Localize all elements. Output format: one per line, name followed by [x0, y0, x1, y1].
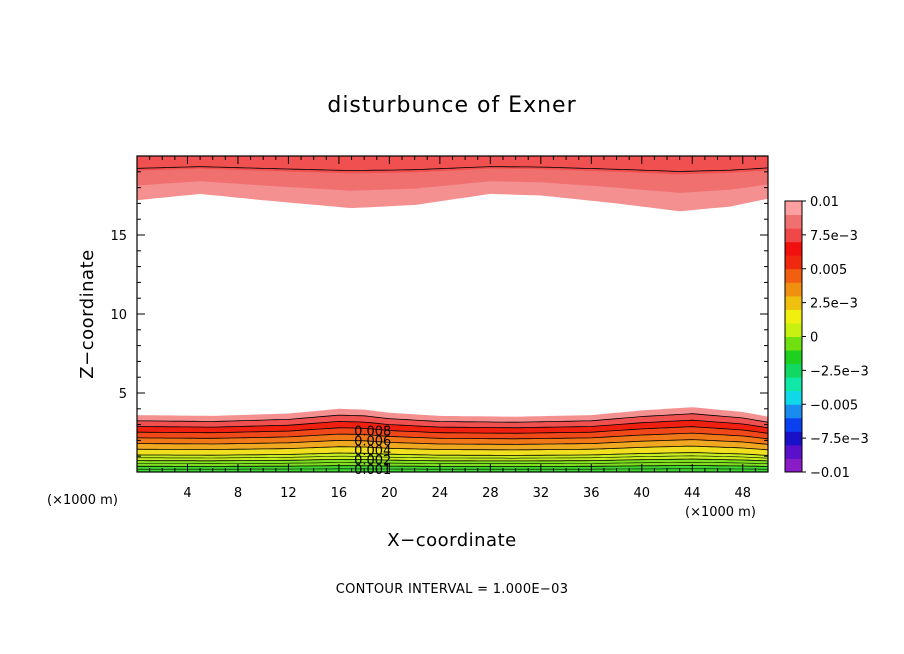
- colorbar-swatch: [785, 390, 802, 405]
- colorbar-swatch: [785, 377, 802, 392]
- bottom-contour-line-4: [137, 439, 769, 445]
- colorbar-swatch: [785, 404, 802, 419]
- y-tick-label: 15: [110, 229, 127, 244]
- colorbar-tick-label: −2.5e−3: [810, 364, 869, 379]
- top-band-fill-2: [137, 156, 768, 175]
- top-contour-line: [136, 166, 769, 172]
- contour-label: 0.004: [354, 444, 391, 459]
- colorbar-swatch: [785, 255, 802, 270]
- y-axis-label: Z−coordinate: [77, 249, 98, 378]
- x-tick-label: 32: [533, 486, 550, 501]
- colorbar-swatch: [785, 444, 802, 459]
- y-tick-label: 10: [110, 308, 127, 323]
- x-axis-ticks: 4 8 12 16 20 24 28 32 36 40 44 48: [136, 156, 769, 501]
- colorbar-swatch: [785, 322, 802, 337]
- colorbar-tick-label: 0.005: [810, 263, 847, 278]
- x-tick-label: 44: [684, 486, 701, 501]
- colorbar-swatch: [785, 336, 802, 351]
- colorbar-swatch: [785, 309, 802, 324]
- colorbar-swatch: [785, 431, 802, 446]
- colorbar-tick-label: −0.005: [810, 398, 858, 413]
- y-axis-ticks: 5 10 15: [110, 155, 768, 473]
- x-axis-label: X−coordinate: [387, 530, 516, 551]
- x-tick-label: 24: [432, 486, 449, 501]
- chart-title: disturbunce of Exner: [327, 93, 576, 118]
- x-tick-label: 8: [234, 486, 242, 501]
- colorbar: 0.01 7.5e−3 0.005 2.5e−3 0 −2.5e−3 −0.005 −7.5e…: [784, 195, 869, 481]
- x-tick-label: 48: [734, 486, 751, 501]
- contour-label: 0.001: [354, 463, 391, 478]
- bottom-contour-line-0: [137, 465, 769, 467]
- contour-interval-note: CONTOUR INTERVAL = 1.000E−03: [336, 582, 569, 597]
- colorbar-swatch: [785, 228, 802, 243]
- x-tick-label: 12: [280, 486, 297, 501]
- colorbar-swatch: [785, 241, 802, 256]
- bottom-contour-line-6: [137, 426, 769, 434]
- x-unit-left: (×1000 m): [47, 493, 118, 508]
- colorbar-swatch: [785, 350, 802, 365]
- bottom-contour-line-7: [137, 419, 769, 429]
- bottom-contour-subline-2: [137, 455, 769, 459]
- colorbar-tick-label: 7.5e−3: [810, 229, 858, 244]
- bottom-contour-line-2: [136, 452, 769, 456]
- contour-label: 0.006: [354, 435, 391, 450]
- x-tick-label: 16: [331, 486, 348, 501]
- bottom-contour-line-1: [137, 458, 769, 462]
- x-tick-label: 28: [482, 486, 499, 501]
- x-tick-label: 20: [381, 486, 398, 501]
- contour-lines: [136, 166, 769, 470]
- x-tick-label: 36: [583, 486, 600, 501]
- top-band-fills: [137, 156, 768, 212]
- x-unit-right: (×1000 m): [685, 505, 756, 520]
- x-tick-label: 40: [634, 486, 651, 501]
- y-tick-label: 5: [119, 387, 127, 402]
- colorbar-swatch: [785, 214, 802, 229]
- colorbar-tick-label: 2.5e−3: [810, 297, 858, 312]
- bottom-contour-line-8: [136, 413, 769, 423]
- colorbar-swatch: [785, 201, 802, 216]
- colorbar-swatch: [785, 363, 802, 378]
- colorbar-tick-label: 0: [810, 331, 818, 346]
- contour-label: 0.008: [354, 424, 391, 439]
- colorbar-tick-label: −7.5e−3: [810, 432, 869, 447]
- colorbar-swatch: [785, 268, 802, 283]
- bottom-contour-line-5: [137, 432, 769, 440]
- colorbar-swatch: [785, 458, 802, 473]
- bottom-contour-line-3: [136, 445, 769, 451]
- colorbar-tick-label: −0.01: [810, 466, 850, 481]
- bottom-contour-subline-1: [137, 461, 769, 465]
- colorbar-swatch: [785, 417, 802, 432]
- colorbar-swatch: [785, 295, 802, 310]
- x-tick-label: 4: [183, 486, 191, 501]
- colorbar-tick-label: 0.01: [810, 195, 839, 210]
- contour-label: 0.002: [354, 454, 391, 469]
- colorbar-swatch: [785, 282, 802, 297]
